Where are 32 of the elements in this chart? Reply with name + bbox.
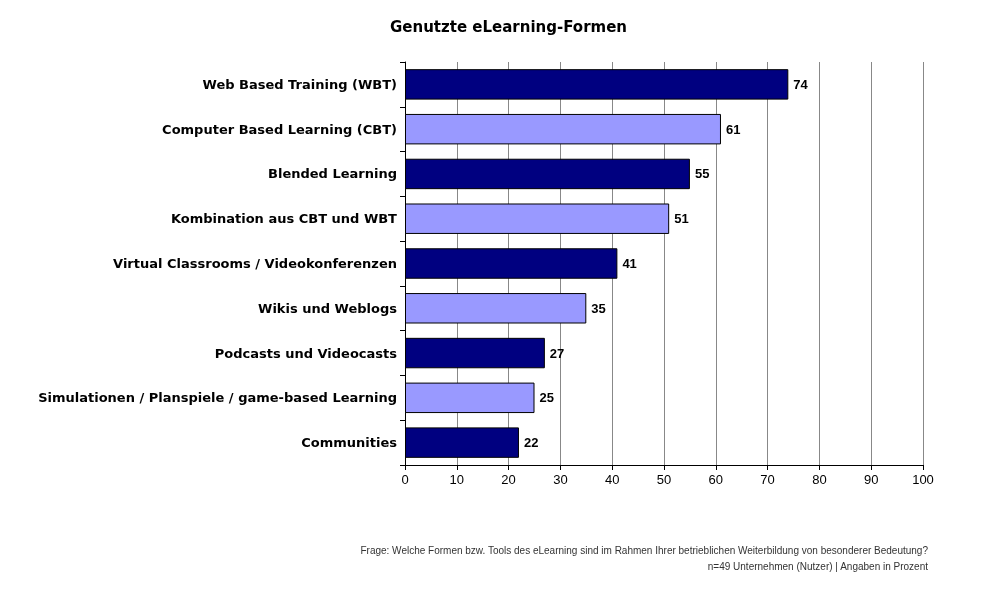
- data-label: 22: [523, 435, 539, 451]
- y-tick-label: Podcasts und Videocasts: [214, 345, 398, 361]
- y-tick-label: Computer Based Learning (CBT): [162, 121, 397, 137]
- y-tick-label: Kombination aus CBT und WBT: [170, 211, 398, 227]
- x-tick-label: 40: [604, 472, 620, 487]
- y-tick-label: Web Based Training (WBT): [202, 76, 397, 92]
- y-tick-label: Communities: [301, 435, 398, 451]
- x-tick-label: 80: [812, 472, 827, 487]
- y-tick-label: Simulationen / Planspiele / game-based Learning: [38, 390, 397, 406]
- x-tick-label: 30: [553, 472, 568, 487]
- x-tick-label: 20: [501, 472, 516, 487]
- text: Frage: Welche Formen bzw. Tools des eLearning sind im Rahmen Ihrer betrieblichen Weiterbildung von besonderer Bedeutung?: [360, 544, 929, 556]
- data-label: 41: [622, 256, 637, 271]
- x-tick-label: 70: [760, 472, 775, 487]
- data-label: 74: [793, 76, 809, 92]
- x-tick-label: 90: [863, 472, 879, 487]
- x-tick-label: 10: [449, 472, 465, 487]
- data-label: 27: [549, 345, 565, 361]
- data-label: 25: [539, 390, 554, 406]
- x-tick-label: 100: [912, 472, 934, 487]
- x-tick-label: 0: [401, 472, 409, 487]
- chart-title: Genutzte eLearning-Formen: [390, 17, 628, 36]
- y-tick-label: Blended Learning: [268, 166, 397, 182]
- text: n=49 Unternehmen (Nutzer) | Angaben in Prozent: [707, 560, 929, 572]
- data-label: 51: [674, 211, 689, 227]
- y-tick-label: Virtual Classrooms / Videokonferenzen: [113, 256, 397, 271]
- y-tick-label: Wikis und Weblogs: [258, 300, 398, 316]
- data-label: 55: [694, 166, 710, 182]
- x-tick-label: 50: [656, 472, 672, 487]
- data-label: 61: [725, 121, 741, 137]
- data-label: 35: [591, 300, 606, 316]
- x-tick-label: 60: [708, 472, 724, 487]
